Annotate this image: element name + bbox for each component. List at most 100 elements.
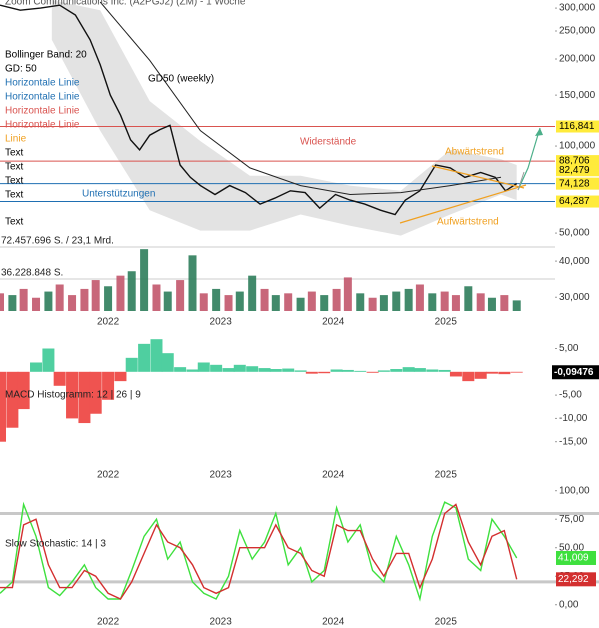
last-value-box [556,550,596,565]
price-label: 64,287 [559,196,590,207]
volume-bar [476,293,485,311]
macd-bar [102,371,115,400]
volume-bar [19,288,28,311]
indicator-label: Text [5,162,24,173]
volume-bar [271,295,280,311]
macd-bar [341,369,354,372]
volume-bar [464,286,473,311]
volume-bar [8,295,17,311]
x-tick-label: 2024 [322,317,345,328]
macd-bar [510,371,523,373]
macd-bar [150,339,163,372]
y-tick-label: 150,000 [559,90,596,101]
macd-bar [246,366,259,372]
macd-bar [330,369,343,372]
indicator-label: Text [5,217,24,228]
uptrend-line [399,184,527,224]
last-value-box [552,365,599,380]
macd-bar [462,371,475,382]
macd-bar [354,370,367,372]
macd-bar [377,370,390,372]
indicator-label: Text [5,148,24,159]
macd-bar [30,362,43,372]
macd-bar [125,357,138,372]
volume-bar [248,275,257,311]
y-tick-label: 100,000 [559,141,596,152]
y-tick-label: 0,00 [559,599,579,610]
x-tick-label: 2024 [322,617,345,628]
stochastic-line [0,501,518,602]
volume-bar [224,295,233,311]
indicator-label: Horizontale Linie [5,120,80,131]
y-tick-label: -15,00 [559,436,588,447]
macd-bar [66,371,79,419]
volume-bar [91,280,100,311]
macd-bar [17,371,30,410]
y-tick-label: 100,00 [559,485,590,496]
volume-bar [428,293,437,311]
macd-bar [0,371,6,442]
macd-bar [438,369,451,372]
macd-bar [174,367,187,372]
chart-title: Zoom Communications Inc. (A2PGJ2) (ZM) -… [5,0,246,8]
indicator-title: MACD Histogramm: 12 | 26 | 9 [5,390,141,401]
volume-bar [235,291,244,311]
macd-bar [390,369,403,372]
x-tick-label: 2025 [435,470,458,481]
indicator-title: Slow Stochastic: 14 | 3 [5,539,106,550]
arrow-head [535,128,543,136]
volume-bar [32,297,41,311]
volume-bar [415,284,424,311]
series-label: GD50 (weekly) [148,74,214,85]
x-tick-label: 2023 [210,317,233,328]
x-tick-label: 2025 [435,617,458,628]
volume-bar [140,249,149,311]
volume-bar [80,288,89,311]
macd-bar [222,368,235,372]
y-tick-label: 30,000 [559,292,590,303]
indicator-label: Horizontale Linie [5,92,80,103]
y-tick-label: 5,00 [559,343,579,354]
macd-bar [485,371,498,374]
volume-bar [116,275,125,311]
volume-bar [163,291,172,311]
volume-bar [440,291,449,311]
volume-bar [284,293,293,311]
macd-bar [114,371,127,382]
projection-arrow [517,171,525,191]
annotation: Abwärtstrend [445,147,504,158]
macd-bar [53,371,66,386]
price-label: 116,841 [559,121,595,132]
volume-bar [392,291,401,311]
volume-bar [296,297,305,311]
y-tick-label: 250,000 [559,26,596,37]
macd-bar [294,370,307,372]
macd-bar [161,353,174,372]
indicator-label: Bollinger Band: 20 [5,50,87,61]
volume-bar [320,295,329,311]
volume-bar [368,297,377,311]
y-tick-label: 300,000 [559,3,596,14]
price-label-box [556,195,599,208]
macd-bar [282,368,295,372]
macd-bar [210,364,223,372]
y-tick-label: 40,000 [559,256,590,267]
x-tick-label: 2022 [97,470,120,481]
x-tick-label: 2023 [210,470,233,481]
volume-bar [379,295,388,311]
price-label-box [556,155,599,168]
volume-bar [55,284,64,311]
indicator-label: Linie [5,134,27,145]
downtrend-line [431,165,525,189]
volume-bar [176,280,185,311]
indicator-label: Text [5,190,24,201]
volume-bar [0,293,4,311]
price-label-box [556,120,599,133]
macd-bar [318,371,331,374]
annotation: Unterstützungen [82,189,155,200]
y-tick-label: 200,000 [559,54,596,65]
macd-bar [89,371,102,414]
volume-bar [404,288,413,311]
